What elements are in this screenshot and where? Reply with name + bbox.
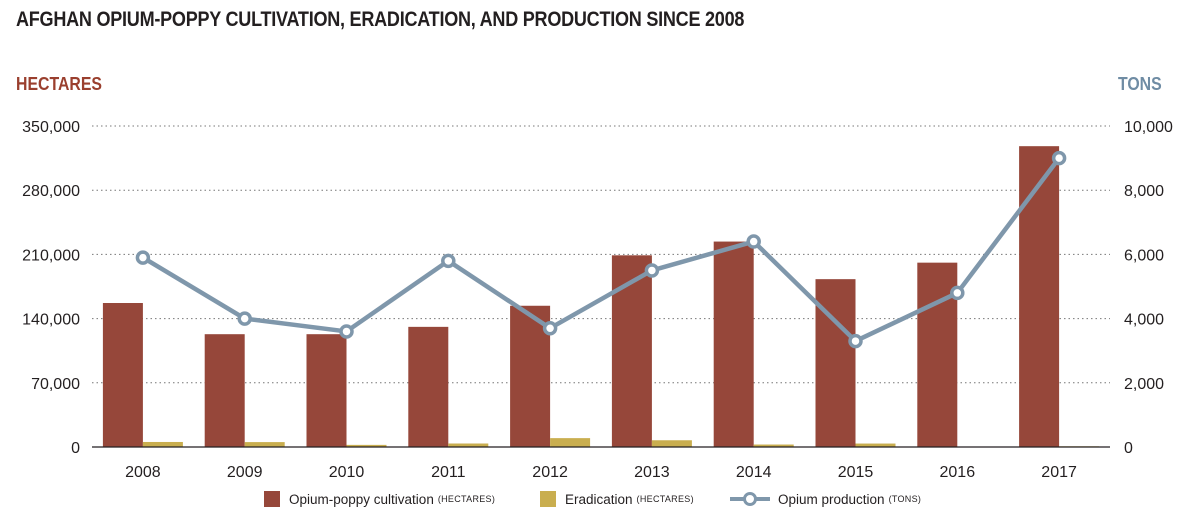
point-production xyxy=(542,320,558,336)
x-tick-label: 2010 xyxy=(329,464,365,481)
left-tick-label: 0 xyxy=(71,440,80,457)
legend-swatch-eradication xyxy=(540,491,556,507)
point-production xyxy=(1051,150,1067,166)
right-tick-label: 8,000 xyxy=(1124,183,1164,200)
right-tick-label: 10,000 xyxy=(1124,119,1173,136)
bar-eradication xyxy=(753,444,794,447)
legend-item-eradication: Eradication (HECTARES) xyxy=(540,491,694,507)
bar-eradication xyxy=(346,444,387,447)
point-production xyxy=(339,324,354,339)
bar-eradication xyxy=(855,443,896,447)
right-tick-label: 6,000 xyxy=(1124,247,1164,264)
legend-label-eradication: Eradication xyxy=(565,491,633,507)
left-axis-title: HECTARES xyxy=(16,74,102,94)
x-tick-label: 2011 xyxy=(431,464,466,481)
legend-swatch-cultivation xyxy=(264,491,280,507)
point-production xyxy=(848,333,863,349)
right-tick-label: 2,000 xyxy=(1124,376,1164,393)
legend-label-production: Opium production xyxy=(778,491,885,507)
x-tick-label: 2009 xyxy=(227,464,263,481)
right-axis-title: TONS xyxy=(1118,74,1162,94)
right-tick-label: 4,000 xyxy=(1124,312,1164,329)
x-tick-label: 2012 xyxy=(532,464,568,481)
bar-cultivation xyxy=(1019,146,1060,448)
legend-unit-cultivation: (HECTARES) xyxy=(437,494,496,504)
bar-eradication xyxy=(244,442,285,447)
x-tick-label: 2014 xyxy=(736,464,772,481)
x-tick-label: 2016 xyxy=(940,464,976,481)
point-production xyxy=(135,250,151,265)
x-tick-label: 2013 xyxy=(634,464,670,481)
point-production xyxy=(644,263,660,278)
legend-unit-eradication: (HECTARES) xyxy=(636,494,694,504)
bar-cultivation xyxy=(102,303,143,447)
x-tick-label: 2015 xyxy=(838,464,874,481)
left-tick-label: 350,000 xyxy=(22,119,80,136)
left-tick-label: 210,000 xyxy=(22,247,80,264)
right-tick-label: 0 xyxy=(1124,440,1133,457)
x-tick-label: 2008 xyxy=(125,464,161,481)
bar-cultivation xyxy=(408,326,449,447)
legend-item-production: Opium production (TONS) xyxy=(730,491,921,507)
bar-eradication xyxy=(448,443,489,447)
bar-eradication xyxy=(142,441,183,447)
legend-swatch-production xyxy=(730,491,770,507)
legend-item-cultivation: Opium-poppy cultivation (HECTARES) xyxy=(264,491,495,507)
bar-eradication xyxy=(550,438,591,447)
x-tick-label: 2017 xyxy=(1041,464,1077,481)
bar-cultivation xyxy=(713,241,754,447)
bar-cultivation xyxy=(306,334,347,447)
bar-eradication xyxy=(651,440,692,447)
bar-cultivation xyxy=(815,279,856,447)
point-production xyxy=(441,253,456,269)
line-production xyxy=(141,156,1061,344)
left-tick-label: 70,000 xyxy=(31,376,80,393)
bar-cultivation xyxy=(204,334,245,447)
legend-label-cultivation: Opium-poppy cultivation xyxy=(289,491,434,507)
chart-title: AFGHAN OPIUM-POPPY CULTIVATION, ERADICAT… xyxy=(16,8,745,31)
left-tick-label: 280,000 xyxy=(22,183,80,200)
point-production xyxy=(950,285,965,301)
left-tick-label: 140,000 xyxy=(22,312,80,329)
point-production xyxy=(237,311,252,326)
legend-unit-production: (TONS) xyxy=(888,494,922,504)
legend: Opium-poppy cultivation (HECTARES) Eradi… xyxy=(0,491,1200,515)
point-production xyxy=(746,234,761,249)
